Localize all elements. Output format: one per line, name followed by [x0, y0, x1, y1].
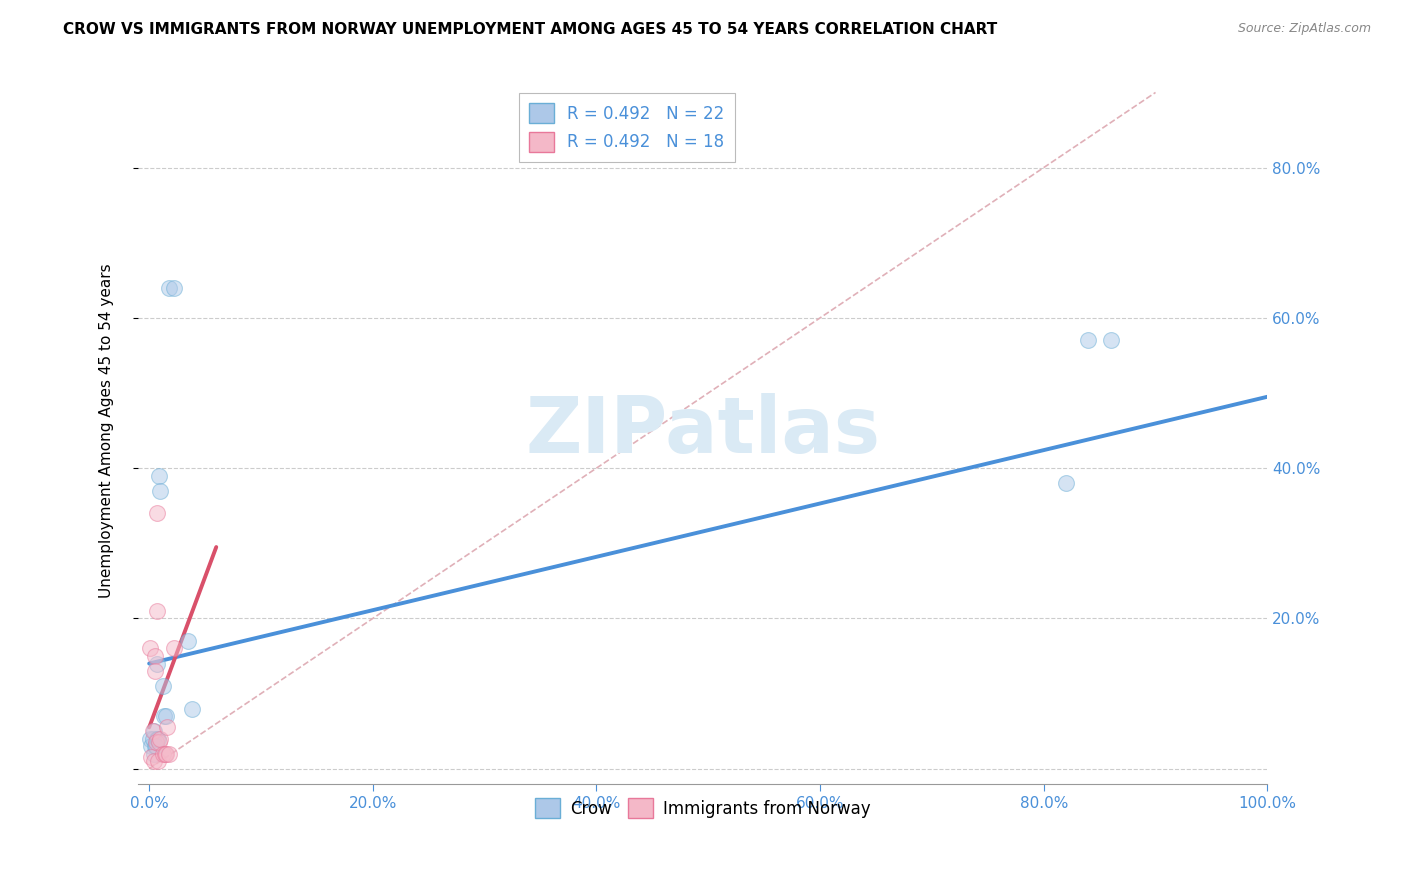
Point: [143, 739, 166, 754]
Point: [155, 747, 177, 761]
Point: [148, 735, 170, 749]
Point: [152, 679, 174, 693]
Point: [177, 634, 200, 648]
Point: [163, 281, 186, 295]
Point: [157, 747, 180, 761]
Text: Source: ZipAtlas.com: Source: ZipAtlas.com: [1237, 22, 1371, 36]
Point: [146, 657, 169, 671]
Point: [146, 731, 169, 746]
Text: ZIPatlas: ZIPatlas: [526, 392, 880, 468]
Point: [152, 747, 174, 761]
Point: [149, 483, 172, 498]
Point: [141, 750, 163, 764]
Point: [148, 468, 170, 483]
Text: CROW VS IMMIGRANTS FROM NORWAY UNEMPLOYMENT AMONG AGES 45 TO 54 YEARS CORRELATIO: CROW VS IMMIGRANTS FROM NORWAY UNEMPLOYM…: [63, 22, 997, 37]
Point: [153, 747, 176, 761]
Point: [156, 720, 179, 734]
Point: [139, 731, 162, 746]
Point: [163, 641, 186, 656]
Point: [142, 747, 165, 761]
Point: [180, 701, 202, 715]
Point: [1099, 334, 1122, 348]
Point: [142, 724, 165, 739]
Point: [152, 709, 174, 723]
Point: [146, 604, 169, 618]
Point: [1077, 334, 1099, 348]
Point: [141, 724, 163, 739]
Point: [139, 641, 162, 656]
Point: [141, 731, 163, 746]
Point: [143, 664, 166, 678]
Point: [149, 731, 172, 746]
Point: [142, 754, 165, 768]
Point: [146, 731, 169, 746]
Point: [157, 281, 180, 295]
Point: [146, 506, 169, 520]
Point: [141, 739, 163, 754]
Legend: Crow, Immigrants from Norway: Crow, Immigrants from Norway: [529, 791, 877, 825]
Point: [145, 735, 167, 749]
Point: [143, 648, 166, 663]
Point: [145, 739, 167, 754]
Point: [155, 709, 177, 723]
Y-axis label: Unemployment Among Ages 45 to 54 years: Unemployment Among Ages 45 to 54 years: [100, 263, 114, 598]
Point: [1054, 476, 1077, 491]
Point: [146, 754, 169, 768]
